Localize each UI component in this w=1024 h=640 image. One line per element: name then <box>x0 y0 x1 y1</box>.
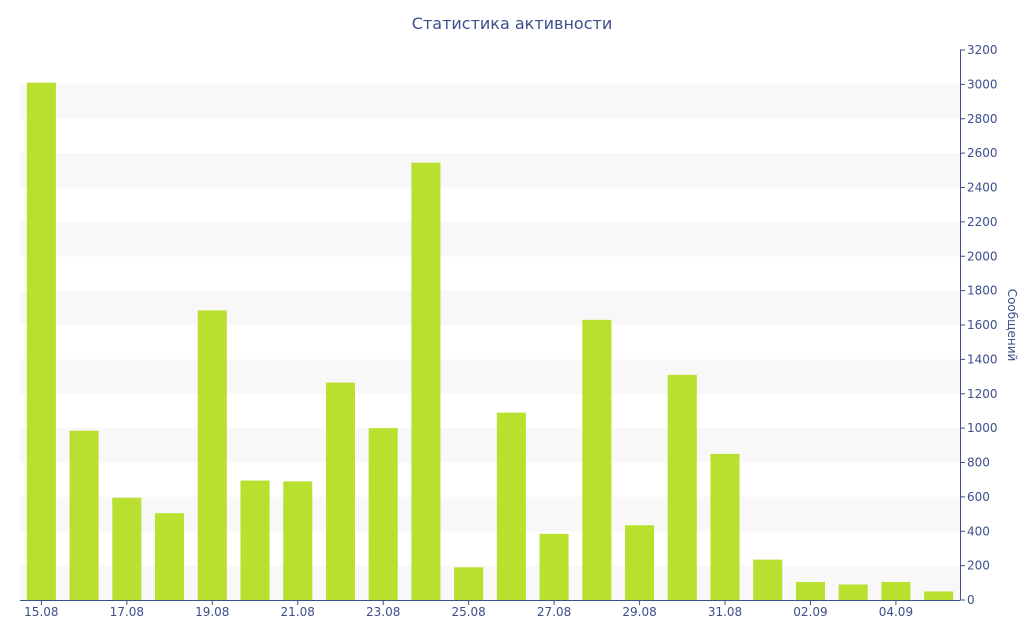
bar-25.08 <box>454 567 484 600</box>
y-tick-label: 3000 <box>967 77 998 91</box>
bar-30.08 <box>667 374 697 600</box>
grid-band <box>20 428 960 463</box>
x-tick-label: 21.08 <box>281 605 315 619</box>
x-tick-label: 19.08 <box>195 605 229 619</box>
y-tick-label: 2600 <box>967 146 998 160</box>
x-tick-label: 15.08 <box>24 605 58 619</box>
bar-19.08 <box>197 310 227 600</box>
chart-title: Статистика активности <box>411 14 613 33</box>
bar-23.08 <box>368 428 398 600</box>
x-tick-label: 02.09 <box>793 605 827 619</box>
bar-17.08 <box>112 497 142 600</box>
bar-05.09 <box>924 591 954 600</box>
bar-20.08 <box>240 480 270 600</box>
y-tick-label: 1400 <box>967 352 998 366</box>
bar-03.09 <box>838 584 868 600</box>
grid-band <box>20 84 960 119</box>
y-axis-title: Сообщений <box>1005 289 1019 362</box>
bar-16.08 <box>69 430 99 600</box>
x-tick-label: 23.08 <box>366 605 400 619</box>
bar-04.09 <box>881 581 911 600</box>
tick-labels-layer: 0 200 400 600 800 1000 1200 1400 1600 1800 2000 220… <box>24 43 1019 619</box>
bar-27.08 <box>539 533 569 600</box>
x-tick-label: 17.08 <box>110 605 144 619</box>
y-tick-label: 200 <box>967 559 990 573</box>
y-tick-label: 1600 <box>967 318 998 332</box>
y-tick-label: 1200 <box>967 387 998 401</box>
y-tick-label: 2400 <box>967 181 998 195</box>
x-tick-label: 29.08 <box>622 605 656 619</box>
y-tick-label: 2200 <box>967 215 998 229</box>
y-tick-label: 800 <box>967 456 990 470</box>
axes-layer <box>20 49 965 605</box>
bar-18.08 <box>155 513 185 600</box>
x-tick-label: 25.08 <box>451 605 485 619</box>
bars-layer <box>26 82 954 600</box>
x-tick-label: 31.08 <box>708 605 742 619</box>
bar-02.09 <box>795 581 825 600</box>
bar-01.09 <box>753 559 783 600</box>
grid-band <box>20 359 960 394</box>
grid-band <box>20 153 960 188</box>
y-tick-label: 1000 <box>967 421 998 435</box>
bar-26.08 <box>496 412 526 600</box>
y-tick-label: 1800 <box>967 284 998 298</box>
grid-band <box>20 221 960 257</box>
y-tick-label: 0 <box>967 593 975 607</box>
bar-21.08 <box>283 481 313 600</box>
y-tick-label: 2000 <box>967 249 998 263</box>
x-tick-label: 04.09 <box>879 605 913 619</box>
bar-24.08 <box>411 162 441 600</box>
y-tick-label: 3200 <box>967 43 998 57</box>
grid-band <box>20 290 960 325</box>
bar-15.08 <box>26 82 56 600</box>
bar-31.08 <box>710 453 740 600</box>
y-tick-label: 2800 <box>967 112 998 126</box>
x-tick-label: 27.08 <box>537 605 571 619</box>
bar-28.08 <box>582 319 612 600</box>
bar-22.08 <box>325 382 355 600</box>
y-tick-label: 600 <box>967 490 990 504</box>
bar-29.08 <box>625 525 655 600</box>
y-tick-label: 400 <box>967 524 990 538</box>
